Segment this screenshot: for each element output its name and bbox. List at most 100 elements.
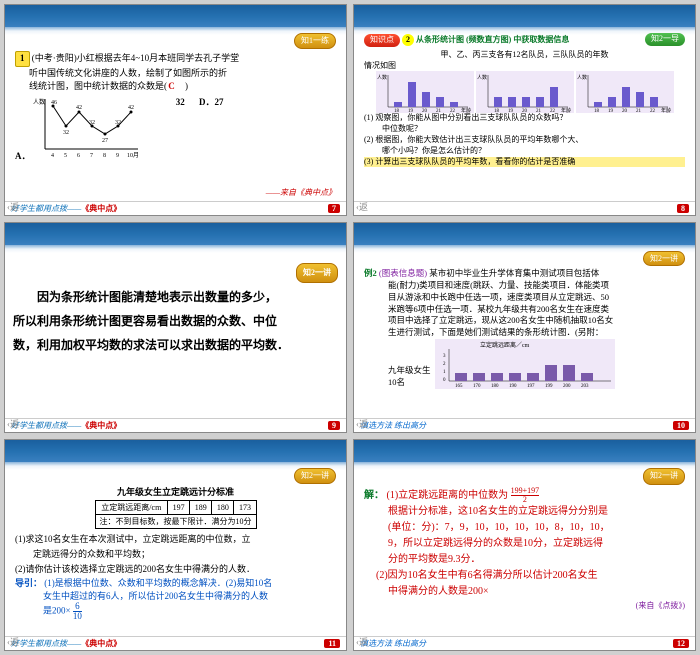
ex-type: (图表信息题) [379,268,427,278]
s10-t8: 10名 [388,377,431,389]
bar-chart-jump: 立定跳远距离／cm 165170180190 197199200203 0123 [435,339,615,389]
slide-body: 知2一讲 例2 (图表信息题) 某市初中毕业生升学体育集中测试项目包括体 能(耐… [354,245,695,419]
s11-g3: 是200× [43,606,71,616]
slide-body: 知1一练 1 (中考·贵阳)小红根据去年4~10月本班同学去孔子学堂 听中国传统… [5,27,346,201]
svg-text:200: 200 [563,384,571,389]
s8-q3: (3) 计算出三支球队队员的平均年数，看看你的估计是否准确 [364,157,685,168]
footer-brand: 《典中点》 [81,204,121,213]
slide-header [354,5,695,27]
slide-7: 知1一练 1 (中考·贵阳)小红根据去年4~10月本班同学去孔子学堂 听中国传统… [4,4,347,216]
knowledge-pill: 知识点 [364,34,400,47]
s11-g1: (1)是根据中位数、众数和平均数的概念解决．(2)易知10名 [44,578,272,588]
svg-text:人数: 人数 [33,98,45,106]
s10-t2: 能(耐力)类项目和速度(跳跃、力量、技能类项目．体能类项 [364,280,685,292]
table-note: 注：不到目标数，按最下限计．满分为10分 [95,515,256,529]
answer-c: C [168,81,175,91]
s11-q2: (2)请你估计该校选择立定跳远的200名女生中得满分的人数． [15,563,336,576]
svg-text:170: 170 [473,384,481,389]
slide-grid: 知1一练 1 (中考·贵阳)小红根据去年4~10月本班同学去孔子学堂 听中国传统… [0,0,700,655]
svg-text:立定跳远距离／cm: 立定跳远距离／cm [480,341,530,349]
table-title: 九年级女生立定跳远计分标准 [15,486,336,499]
svg-text:190: 190 [509,384,517,389]
footer-text: 好学生都用点拨—— [11,204,81,213]
s11-q1a: (1)求这10名女生在本次测试中，立定跳远距离的中位数，立 [15,533,336,546]
slide-header [5,5,346,27]
slide-footer: ‹返 好学生都用点拨——《典中点》 9 [5,418,346,432]
bar-chart-yi: 1819202122年龄人数 [476,71,574,113]
page-number: 12 [673,639,689,648]
footer-rb: 慎选方法 练出高分 [360,420,426,431]
score-table: 立定跳远距离/cm197189180173 注：不到目标数，按最下限计．满分为1… [95,500,257,529]
q7-l3: 线统计图，图中统计数据的众数是( ) [29,81,188,91]
nav-back-icon[interactable]: ‹返 [7,635,19,648]
slide-footer: ‹返 好学生都用点拨——《典中点》 7 [5,201,346,215]
nav-back-icon[interactable]: ‹返 [7,200,19,213]
svg-text:46: 46 [51,100,57,106]
nav-back-icon[interactable]: ‹返 [356,635,368,648]
col1: 197 [168,501,190,515]
tag-practice: 知1一练 [294,33,336,49]
slide-footer: ‹返 慎选方法 练出高分 12 [354,636,695,650]
nav-back-icon[interactable]: ‹返 [356,200,368,213]
s11-q1b: 定跳远得分的众数和平均数； [15,548,336,561]
s9-l3: 数，利用加权平均数的求法可以求出数据的平均数． [13,333,338,357]
slide-header [5,223,346,245]
s8-q2: (2) 根据图，你能大致估计出三支球队队员的平均年数哪个大、 [364,135,685,146]
opt-a: A． [15,151,31,161]
slide-header [354,223,695,245]
svg-text:21: 21 [636,109,642,113]
ans-label: 解： [364,490,384,501]
s12-a2: 根据计分标准，这10名女生的立定跳远得分分别是 [364,504,685,520]
opt-d: D．27 [199,97,224,107]
s12-b2: 中得满分的人数是200× [388,586,489,597]
footer-brand: 《典中点》 [81,639,121,648]
slide-body: 知2一讲 九年级女生立定跳远计分标准 立定跳远距离/cm197189180173… [5,462,346,636]
s10-t4: 米跑等6项中任选一项．某校九年级共有200名女生在速度类 [364,304,685,316]
svg-text:20: 20 [622,109,628,113]
guide-label: 导引： [15,578,42,588]
slide-11: 知2一讲 九年级女生立定跳远计分标准 立定跳远距离/cm197189180173… [4,439,347,651]
s10-t5: 项目中选择了立定跳远，现从这200名女生中随机抽取10名女 [364,315,685,327]
page-number: 11 [324,639,340,648]
slide-body: 知2一讲 解： (1)立定跳远距离的中位数为 199+1972 根据计分标准，这… [354,462,695,636]
svg-text:27: 27 [102,138,108,144]
svg-text:165: 165 [455,384,463,389]
s8-sub: 情况如图 [364,61,685,72]
tag: 知2一讲 [643,251,685,266]
tag: 知2一讲 [296,263,338,283]
slide-footer: ‹返 好学生都用点拨——《典中点》 11 [5,636,346,650]
slide-9: 知2一讲 因为条形统计图能清楚地表示出数量的多少， 所以利用条形统计图更容易看出… [4,222,347,434]
svg-text:180: 180 [491,384,499,389]
slide-header [5,440,346,462]
slide-footer: ‹返 慎选方法 练出高分 10 [354,418,695,432]
nav-back-icon[interactable]: ‹返 [7,417,19,430]
svg-text:32: 32 [89,120,95,126]
svg-text:197: 197 [527,384,535,389]
nav-back-icon[interactable]: ‹返 [356,417,368,430]
bar-chart-jia: 1819202122年龄人数 [376,71,474,113]
svg-text:人数: 人数 [477,74,487,81]
svg-text:32: 32 [63,130,69,136]
s10-t7: 九年级女生 [388,365,431,377]
slide-body: 知识点 2 从条形统计图 (频数直方图) 中获取数据信息 知2一导 甲、乙、丙三… [354,27,695,201]
footer-text: 好学生都用点拨—— [11,639,81,648]
s10-t1: 某市初中毕业生升学体育集中测试项目包括体 [429,268,599,278]
svg-text:32: 32 [115,120,121,126]
question-number: 1 [15,51,30,67]
svg-text:8: 8 [103,153,106,159]
s8-q2b: 哪个小吗？你是怎么估计的？ [364,146,685,157]
svg-text:22: 22 [650,109,656,113]
q7-l1: (中考·贵阳)小红根据去年4~10月本班同学去孔子学堂 [32,53,239,63]
svg-text:42: 42 [76,105,82,111]
s9-l1: 因为条形统计图能清楚地表示出数量的多少， [13,285,338,309]
svg-text:7: 7 [90,153,93,159]
s10-t6: 生进行测试，下面是她们测试结果的条形统计图．(另附： [364,327,685,339]
svg-text:6: 6 [77,153,80,159]
svg-text:18: 18 [594,109,600,113]
page-number: 9 [328,421,340,430]
tag: 知2一讲 [643,468,685,485]
svg-text:19: 19 [608,109,614,113]
source: (来自《点拨》) [364,600,685,613]
page-number: 7 [328,204,340,213]
svg-text:人数: 人数 [577,74,587,81]
